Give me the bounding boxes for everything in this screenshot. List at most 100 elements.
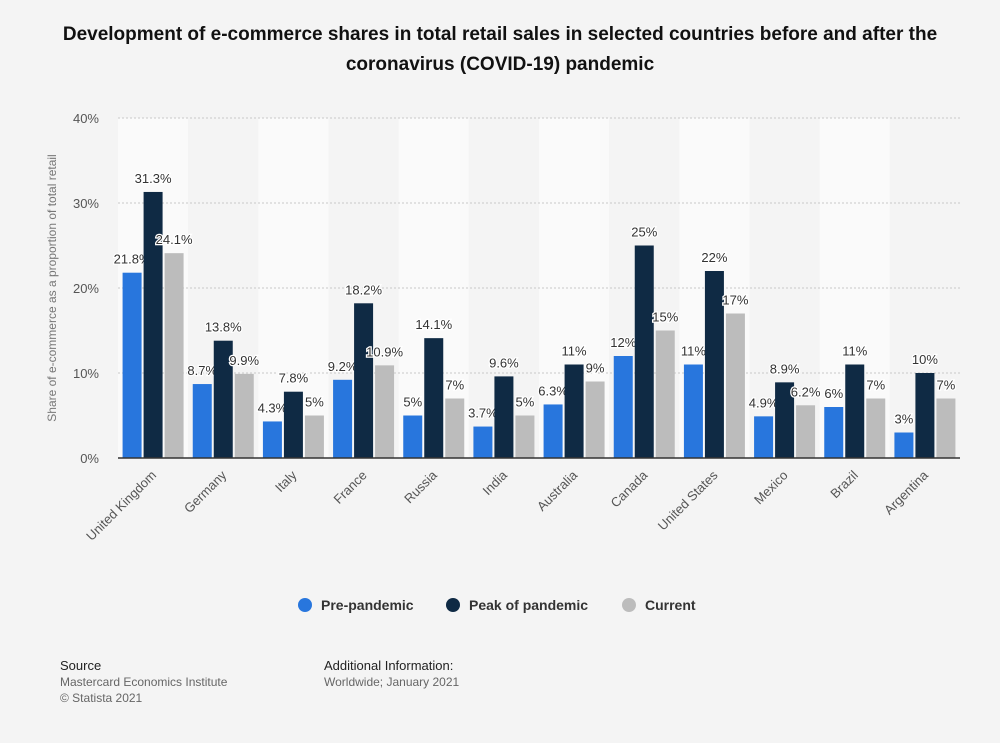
data-label: 10.9% <box>366 344 403 359</box>
bar-peak-of-pandemic <box>283 391 303 458</box>
data-label: 4.9% <box>749 395 779 410</box>
bar-current <box>515 415 535 458</box>
bar-current <box>936 398 956 458</box>
source-block: Source Mastercard Economics Institute © … <box>60 658 227 706</box>
legend-marker <box>622 598 636 612</box>
bar-pre-pandemic <box>613 356 633 458</box>
bar-peak-of-pandemic <box>494 376 514 458</box>
data-label: 14.1% <box>415 317 452 332</box>
data-label: 11% <box>681 344 706 359</box>
bar-current <box>655 330 675 458</box>
bar-current <box>164 253 184 458</box>
data-label: 9.9% <box>229 353 259 368</box>
bar-pre-pandemic <box>683 364 703 458</box>
data-label: 9.6% <box>489 355 519 370</box>
bar-peak-of-pandemic <box>424 338 444 458</box>
data-label: 24.1% <box>156 232 193 247</box>
additional-info-block: Additional Information: Worldwide; Janua… <box>324 658 459 690</box>
bar-peak-of-pandemic <box>354 303 374 458</box>
bar-pre-pandemic <box>824 407 844 458</box>
data-label: 11% <box>842 344 867 359</box>
bar-current <box>866 398 886 458</box>
bar-pre-pandemic <box>473 426 493 458</box>
y-axis-label: Share of e-commerce as a proportion of t… <box>45 154 59 421</box>
y-tick-label: 0% <box>80 451 99 466</box>
data-label: 25% <box>631 225 657 240</box>
y-tick-label: 10% <box>73 366 99 381</box>
bar-peak-of-pandemic <box>704 271 724 458</box>
copyright-line: © Statista 2021 <box>60 691 143 705</box>
bar-current <box>375 365 395 458</box>
data-label: 9.2% <box>328 359 358 374</box>
x-tick-label: France <box>330 468 369 507</box>
bar-peak-of-pandemic <box>845 364 865 458</box>
bar-pre-pandemic <box>543 404 563 458</box>
data-label: 6.3% <box>538 383 568 398</box>
bar-pre-pandemic <box>754 416 774 458</box>
x-tick-label: Germany <box>181 467 230 516</box>
bar-pre-pandemic <box>333 379 353 458</box>
data-label: 13.8% <box>205 320 242 335</box>
x-tick-label: Russia <box>401 467 440 506</box>
legend-item[interactable]: Current <box>645 597 696 613</box>
data-label: 5% <box>403 395 422 410</box>
legend-marker <box>298 598 312 612</box>
data-label: 11% <box>562 344 587 359</box>
bar-peak-of-pandemic <box>564 364 584 458</box>
x-tick-label: Australia <box>534 467 581 514</box>
legend-item[interactable]: Pre-pandemic <box>321 597 414 613</box>
bar-peak-of-pandemic <box>634 245 654 458</box>
bar-peak-of-pandemic <box>775 382 795 458</box>
x-tick-label: Mexico <box>751 468 791 508</box>
data-label: 5% <box>516 395 535 410</box>
data-label: 6.2% <box>791 384 821 399</box>
data-label: 3.7% <box>468 406 498 421</box>
data-label: 9% <box>586 361 605 376</box>
bar-peak-of-pandemic <box>143 191 163 458</box>
data-label: 7.8% <box>279 371 309 386</box>
source-heading: Source <box>60 658 102 673</box>
data-label: 7% <box>445 378 464 393</box>
bar-current <box>304 415 324 458</box>
bar-pre-pandemic <box>262 421 282 458</box>
data-label: 10% <box>912 352 938 367</box>
data-label: 31.3% <box>135 171 172 186</box>
x-tick-label: United States <box>655 467 721 533</box>
bar-current <box>445 398 465 458</box>
data-label: 21.8% <box>114 252 151 267</box>
data-label: 17% <box>722 293 748 308</box>
y-tick-label: 40% <box>73 111 99 126</box>
data-label: 22% <box>701 250 727 265</box>
bar-pre-pandemic <box>403 415 423 458</box>
bar-pre-pandemic <box>894 432 914 458</box>
bar-pre-pandemic <box>122 272 142 458</box>
bar-current <box>725 313 745 458</box>
data-label: 8.7% <box>187 363 217 378</box>
bar-current <box>796 405 816 458</box>
data-label: 18.2% <box>345 282 382 297</box>
y-tick-label: 20% <box>73 281 99 296</box>
data-label: 4.3% <box>258 400 288 415</box>
x-tick-label: United Kingdom <box>83 468 159 544</box>
source-line[interactable]: Mastercard Economics Institute <box>60 675 228 689</box>
bar-peak-of-pandemic <box>213 340 233 458</box>
x-tick-label: India <box>479 467 510 498</box>
bar-peak-of-pandemic <box>915 373 935 458</box>
x-tick-label: Argentina <box>881 467 932 518</box>
data-label: 8.9% <box>770 361 800 376</box>
data-label: 15% <box>652 310 678 325</box>
data-label: 12% <box>610 335 636 350</box>
additional-info-heading[interactable]: Additional Information: <box>324 658 454 673</box>
y-tick-label: 30% <box>73 196 99 211</box>
x-tick-label: Canada <box>608 467 651 510</box>
legend-item[interactable]: Peak of pandemic <box>469 597 588 613</box>
bar-current <box>234 373 254 458</box>
additional-info-text: Worldwide; January 2021 <box>324 675 460 689</box>
legend-marker <box>446 598 460 612</box>
data-label: 5% <box>305 395 324 410</box>
data-label: 7% <box>937 378 956 393</box>
data-label: 6% <box>824 386 843 401</box>
bar-current <box>585 381 605 458</box>
